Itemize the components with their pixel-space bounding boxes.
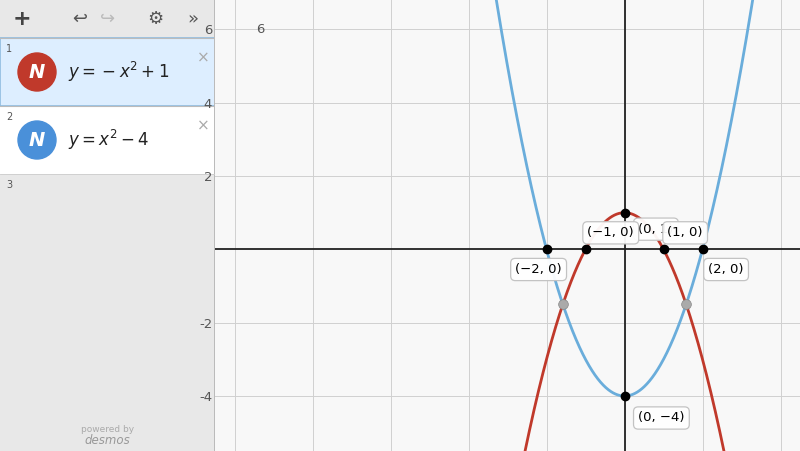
FancyBboxPatch shape: [0, 38, 215, 106]
Text: (1, 0): (1, 0): [667, 226, 703, 239]
Text: 3: 3: [6, 180, 12, 190]
Text: $y = x^2 - 4$: $y = x^2 - 4$: [68, 128, 149, 152]
Text: »: »: [187, 10, 198, 28]
FancyBboxPatch shape: [0, 106, 215, 174]
Text: +: +: [13, 9, 31, 29]
Text: ↩: ↩: [73, 10, 87, 28]
FancyBboxPatch shape: [0, 0, 215, 38]
FancyBboxPatch shape: [214, 0, 215, 451]
Text: (0, −4): (0, −4): [638, 411, 685, 424]
Text: 6: 6: [256, 23, 264, 36]
Text: desmos: desmos: [85, 434, 130, 447]
Text: (−1, 0): (−1, 0): [587, 226, 634, 239]
Text: (2, 0): (2, 0): [708, 263, 744, 276]
Circle shape: [18, 121, 56, 159]
Text: 2: 2: [6, 112, 12, 122]
Text: $y = -x^2 + 1$: $y = -x^2 + 1$: [68, 60, 169, 84]
Text: N: N: [29, 130, 45, 149]
Text: ×: ×: [197, 50, 210, 65]
Text: ⚙: ⚙: [147, 10, 163, 28]
Text: N: N: [29, 63, 45, 82]
Circle shape: [18, 53, 56, 91]
Text: 1: 1: [6, 44, 12, 54]
Text: (0, 1): (0, 1): [638, 223, 674, 236]
Text: ↪: ↪: [101, 10, 115, 28]
Text: (−2, 0): (−2, 0): [515, 263, 562, 276]
Text: powered by: powered by: [81, 424, 134, 433]
Text: ×: ×: [197, 118, 210, 133]
